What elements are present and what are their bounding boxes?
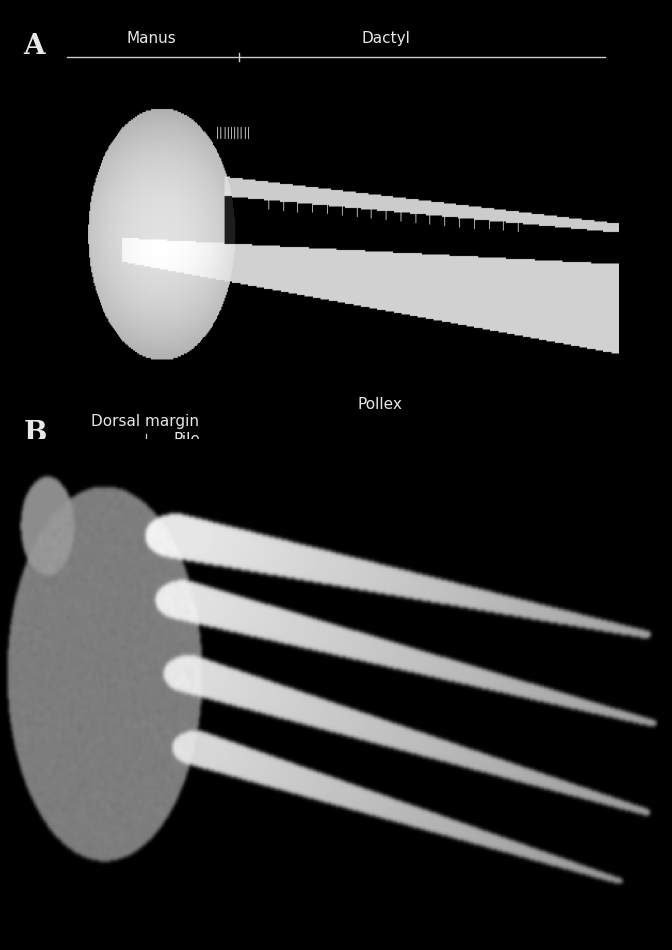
Text: Dactyl: Dactyl bbox=[362, 30, 411, 46]
Text: Ventral margin: Ventral margin bbox=[104, 893, 218, 908]
Text: Pollex: Pollex bbox=[358, 397, 402, 412]
Text: Second ambulatory: Second ambulatory bbox=[349, 583, 499, 598]
Text: Fourth ambulatory: Fourth ambulatory bbox=[346, 786, 488, 801]
Text: Dactyl: Dactyl bbox=[239, 843, 288, 858]
Text: Third ambulatory: Third ambulatory bbox=[351, 691, 482, 706]
Text: A: A bbox=[24, 33, 45, 60]
Text: B: B bbox=[24, 420, 47, 446]
Text: Manus: Manus bbox=[232, 806, 282, 821]
Text: Carpus: Carpus bbox=[194, 774, 247, 789]
Text: Manus: Manus bbox=[126, 30, 176, 46]
Text: Dorsal margin: Dorsal margin bbox=[91, 414, 199, 429]
Text: Pile: Pile bbox=[173, 431, 200, 446]
Text: First ambulatory: First ambulatory bbox=[349, 472, 474, 487]
Text: Merus: Merus bbox=[37, 730, 83, 745]
